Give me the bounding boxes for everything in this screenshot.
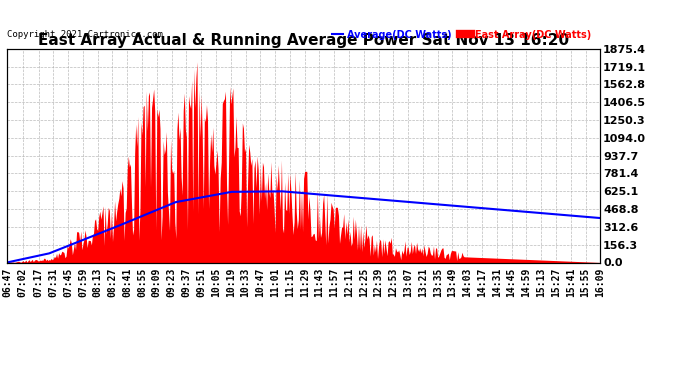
Title: East Array Actual & Running Average Power Sat Nov 13 16:20: East Array Actual & Running Average Powe… xyxy=(38,33,569,48)
Text: Copyright 2021 Cartronics.com: Copyright 2021 Cartronics.com xyxy=(7,30,163,39)
Legend: Average(DC Watts), East Array(DC Watts): Average(DC Watts), East Array(DC Watts) xyxy=(328,26,595,44)
